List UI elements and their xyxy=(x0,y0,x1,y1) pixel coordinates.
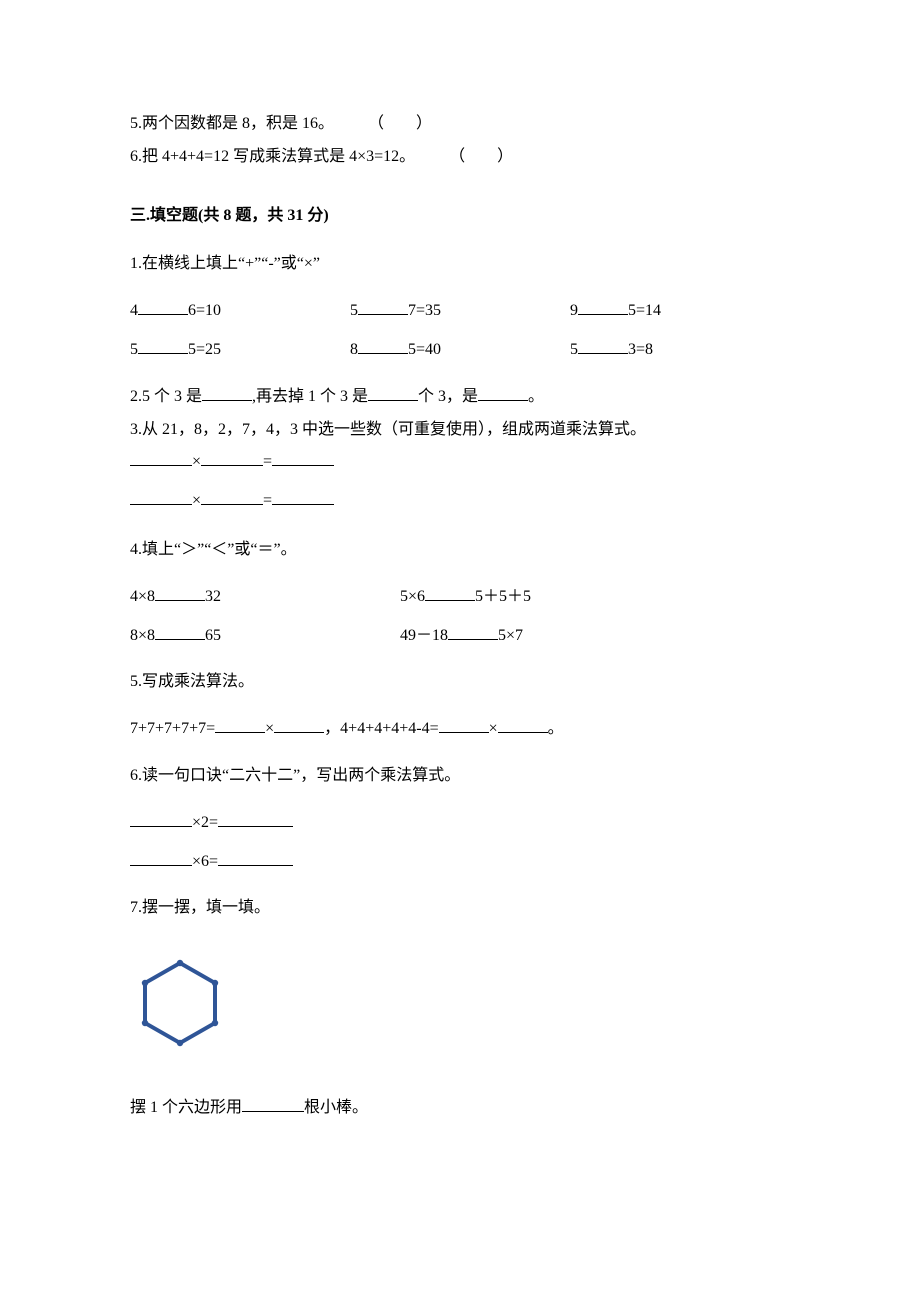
q3-eq1-c[interactable] xyxy=(272,450,334,466)
q4-r2b-left: 49－18 xyxy=(400,627,448,644)
q4-r2a-right: 65 xyxy=(205,627,221,644)
q4-r2a-blank[interactable] xyxy=(155,624,205,640)
q1-r1a-blank[interactable] xyxy=(138,299,188,315)
hexagon-icon xyxy=(130,948,240,1058)
q1-r2c-blank[interactable] xyxy=(578,338,628,354)
q5-p2: 4+4+4+4+4-4= xyxy=(340,720,438,737)
q4-stem: 4.填上“＞”“＜”或“＝”。 xyxy=(130,536,790,565)
judgment-q6-text: 6.把 4+4+4=12 写成乘法算式是 4×3=12。 xyxy=(130,148,415,165)
q5-b3[interactable] xyxy=(439,717,489,733)
q7-stem: 7.摆一摆，填一填。 xyxy=(130,894,790,923)
q3-eq1-a[interactable] xyxy=(130,450,192,466)
q1-r2b-right: 5=40 xyxy=(408,341,441,358)
q3-eq1-times: × xyxy=(192,453,201,470)
q2-blank3[interactable] xyxy=(478,385,528,401)
q3-eq2-eq: = xyxy=(263,492,272,509)
q1-r1a-right: 6=10 xyxy=(188,302,221,319)
q5-p1: 7+7+7+7+7= xyxy=(130,720,215,737)
q4-r1b-blank[interactable] xyxy=(425,585,475,601)
q5-comma: ， xyxy=(324,720,340,737)
q5-end: 。 xyxy=(548,720,564,737)
q3-eq2-times: × xyxy=(192,492,201,509)
q5-times2: × xyxy=(489,720,498,737)
q1-r2b-blank[interactable] xyxy=(358,338,408,354)
judgment-q6-paren[interactable]: （ ） xyxy=(449,143,513,172)
q5-stem: 5.写成乘法算法。 xyxy=(130,668,790,697)
q1-r2a-left: 5 xyxy=(130,341,138,358)
q4-r1b-right: 5＋5＋5 xyxy=(475,588,531,605)
q3-eq2-b[interactable] xyxy=(201,489,263,505)
q2-blank2[interactable] xyxy=(368,385,418,401)
q2-p4: 。 xyxy=(528,388,544,405)
section-3-header: 三.填空题(共 8 题，共 31 分) xyxy=(130,202,790,231)
q2-p1: 2.5 个 3 是 xyxy=(130,388,202,405)
q7-line-left: 摆 1 个六边形用 xyxy=(130,1099,242,1116)
q2-blank1[interactable] xyxy=(202,385,252,401)
q6-eq2-b[interactable] xyxy=(218,850,293,866)
q6-eq1-a[interactable] xyxy=(130,811,192,827)
q1-r2c-left: 5 xyxy=(570,341,578,358)
q1-r1b-right: 7=35 xyxy=(408,302,441,319)
q6-eq1-b[interactable] xyxy=(218,811,293,827)
q1-stem: 1.在横线上填上“+”“-”或“×” xyxy=(130,250,790,279)
q5-b2[interactable] xyxy=(274,717,324,733)
q3-stem: 3.从 21，8，2，7，4，3 中选一些数（可重复使用），组成两道乘法算式。 xyxy=(130,416,790,445)
q3-eq2-a[interactable] xyxy=(130,489,192,505)
q4-r2b-right: 5×7 xyxy=(498,627,523,644)
q3-eq1-b[interactable] xyxy=(201,450,263,466)
q6-eq2-mid: ×6= xyxy=(192,853,218,870)
q7-blank[interactable] xyxy=(242,1096,304,1112)
q5-b4[interactable] xyxy=(498,717,548,733)
q4-r1a-blank[interactable] xyxy=(155,585,205,601)
q6-eq1-mid: ×2= xyxy=(192,814,218,831)
q5-b1[interactable] xyxy=(215,717,265,733)
q1-r2b-left: 8 xyxy=(350,341,358,358)
q1-r2a-blank[interactable] xyxy=(138,338,188,354)
q4-r1a-left: 4×8 xyxy=(130,588,155,605)
q4-r1b-left: 5×6 xyxy=(400,588,425,605)
q3-eq2-c[interactable] xyxy=(272,489,334,505)
q4-r1a-right: 32 xyxy=(205,588,221,605)
q5-times1: × xyxy=(265,720,274,737)
q1-r1b-left: 5 xyxy=(350,302,358,319)
q2-p2: ,再去掉 1 个 3 是 xyxy=(252,388,368,405)
q6-stem: 6.读一句口诀“二六十二”，写出两个乘法算式。 xyxy=(130,762,790,791)
q2-p3: 个 3，是 xyxy=(418,388,478,405)
q1-r2a-right: 5=25 xyxy=(188,341,221,358)
q4-r2a-left: 8×8 xyxy=(130,627,155,644)
q1-r1a-left: 4 xyxy=(130,302,138,319)
q6-eq2-a[interactable] xyxy=(130,850,192,866)
judgment-q5-text: 5.两个因数都是 8，积是 16。 xyxy=(130,115,334,132)
q1-r1b-blank[interactable] xyxy=(358,299,408,315)
q1-r1c-blank[interactable] xyxy=(578,299,628,315)
q7-line-right: 根小棒。 xyxy=(304,1099,368,1116)
q1-r1c-left: 9 xyxy=(570,302,578,319)
q4-r2b-blank[interactable] xyxy=(448,624,498,640)
judgment-q5-paren[interactable]: （ ） xyxy=(368,110,432,139)
q1-r2c-right: 3=8 xyxy=(628,341,653,358)
q3-eq1-eq: = xyxy=(263,453,272,470)
q1-r1c-right: 5=14 xyxy=(628,302,661,319)
